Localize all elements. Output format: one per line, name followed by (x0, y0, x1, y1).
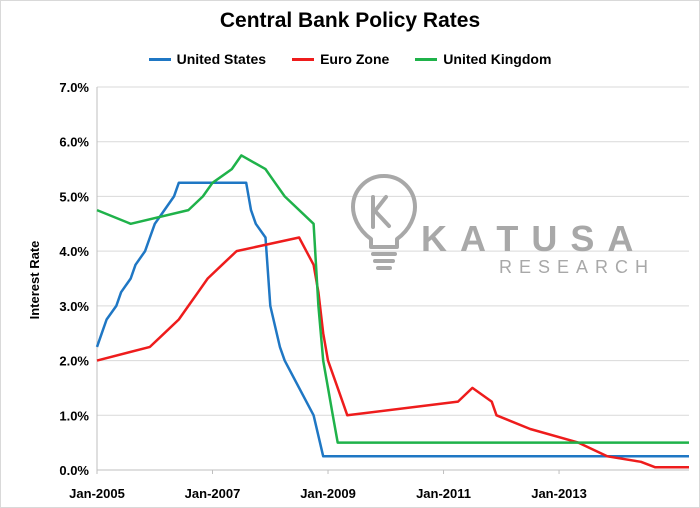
legend-swatch (292, 57, 315, 61)
series-line-united-kingdom (96, 154, 689, 444)
x-tick-label: Jan-2009 (300, 486, 356, 501)
y-tick-label: 7.0% (59, 80, 89, 95)
chart-legend: United States Euro Zone United Kingdom (1, 51, 699, 67)
y-tick-label: 6.0% (59, 135, 89, 150)
y-tick-label: 5.0% (59, 189, 89, 204)
legend-label: Euro Zone (320, 51, 390, 67)
x-tick-labels: Jan-2005 Jan-2007 Jan-2009 Jan-2011 Jan-2013 (69, 486, 587, 501)
lightbulb-logo-icon (351, 174, 417, 270)
chart-title: Central Bank Policy Rates (219, 9, 481, 32)
x-tick-label: Jan-2013 (531, 486, 587, 501)
y-tick-label: 2.0% (59, 354, 89, 369)
legend-item-united-states: United States (148, 51, 267, 67)
watermark-subtitle: RESEARCH (499, 257, 655, 277)
series-line-united-states (95, 181, 689, 458)
y-tick-label: 4.0% (59, 244, 89, 259)
x-tick-label: Jan-2005 (69, 486, 125, 501)
legend-label: United Kingdom (443, 51, 552, 67)
gridlines (97, 86, 689, 416)
legend-item-united-kingdom: United Kingdom (415, 51, 551, 67)
x-tick-label: Jan-2011 (416, 486, 471, 501)
watermark-title: KATUSA (421, 218, 646, 259)
y-tick-label: 1.0% (59, 408, 89, 423)
y-tick-labels: 0.0% 1.0% 2.0% 3.0% 4.0% 5.0% 6.0% 7.0% (59, 80, 89, 478)
series-line-euro-zone (96, 236, 689, 469)
legend-label: United States (176, 51, 267, 67)
y-tick-label: 0.0% (59, 463, 89, 478)
legend-item-euro-zone: Euro Zone (292, 51, 389, 67)
legend-swatch (148, 57, 171, 61)
y-tick-label: 3.0% (59, 299, 89, 314)
axes (96, 87, 689, 474)
legend-swatch (415, 57, 438, 61)
katusa-research-watermark: KATUSA RESEARCH (351, 174, 655, 277)
x-tick-label: Jan-2007 (185, 486, 241, 501)
series-lines (95, 154, 689, 469)
y-axis-label: Interest Rate (27, 241, 42, 320)
